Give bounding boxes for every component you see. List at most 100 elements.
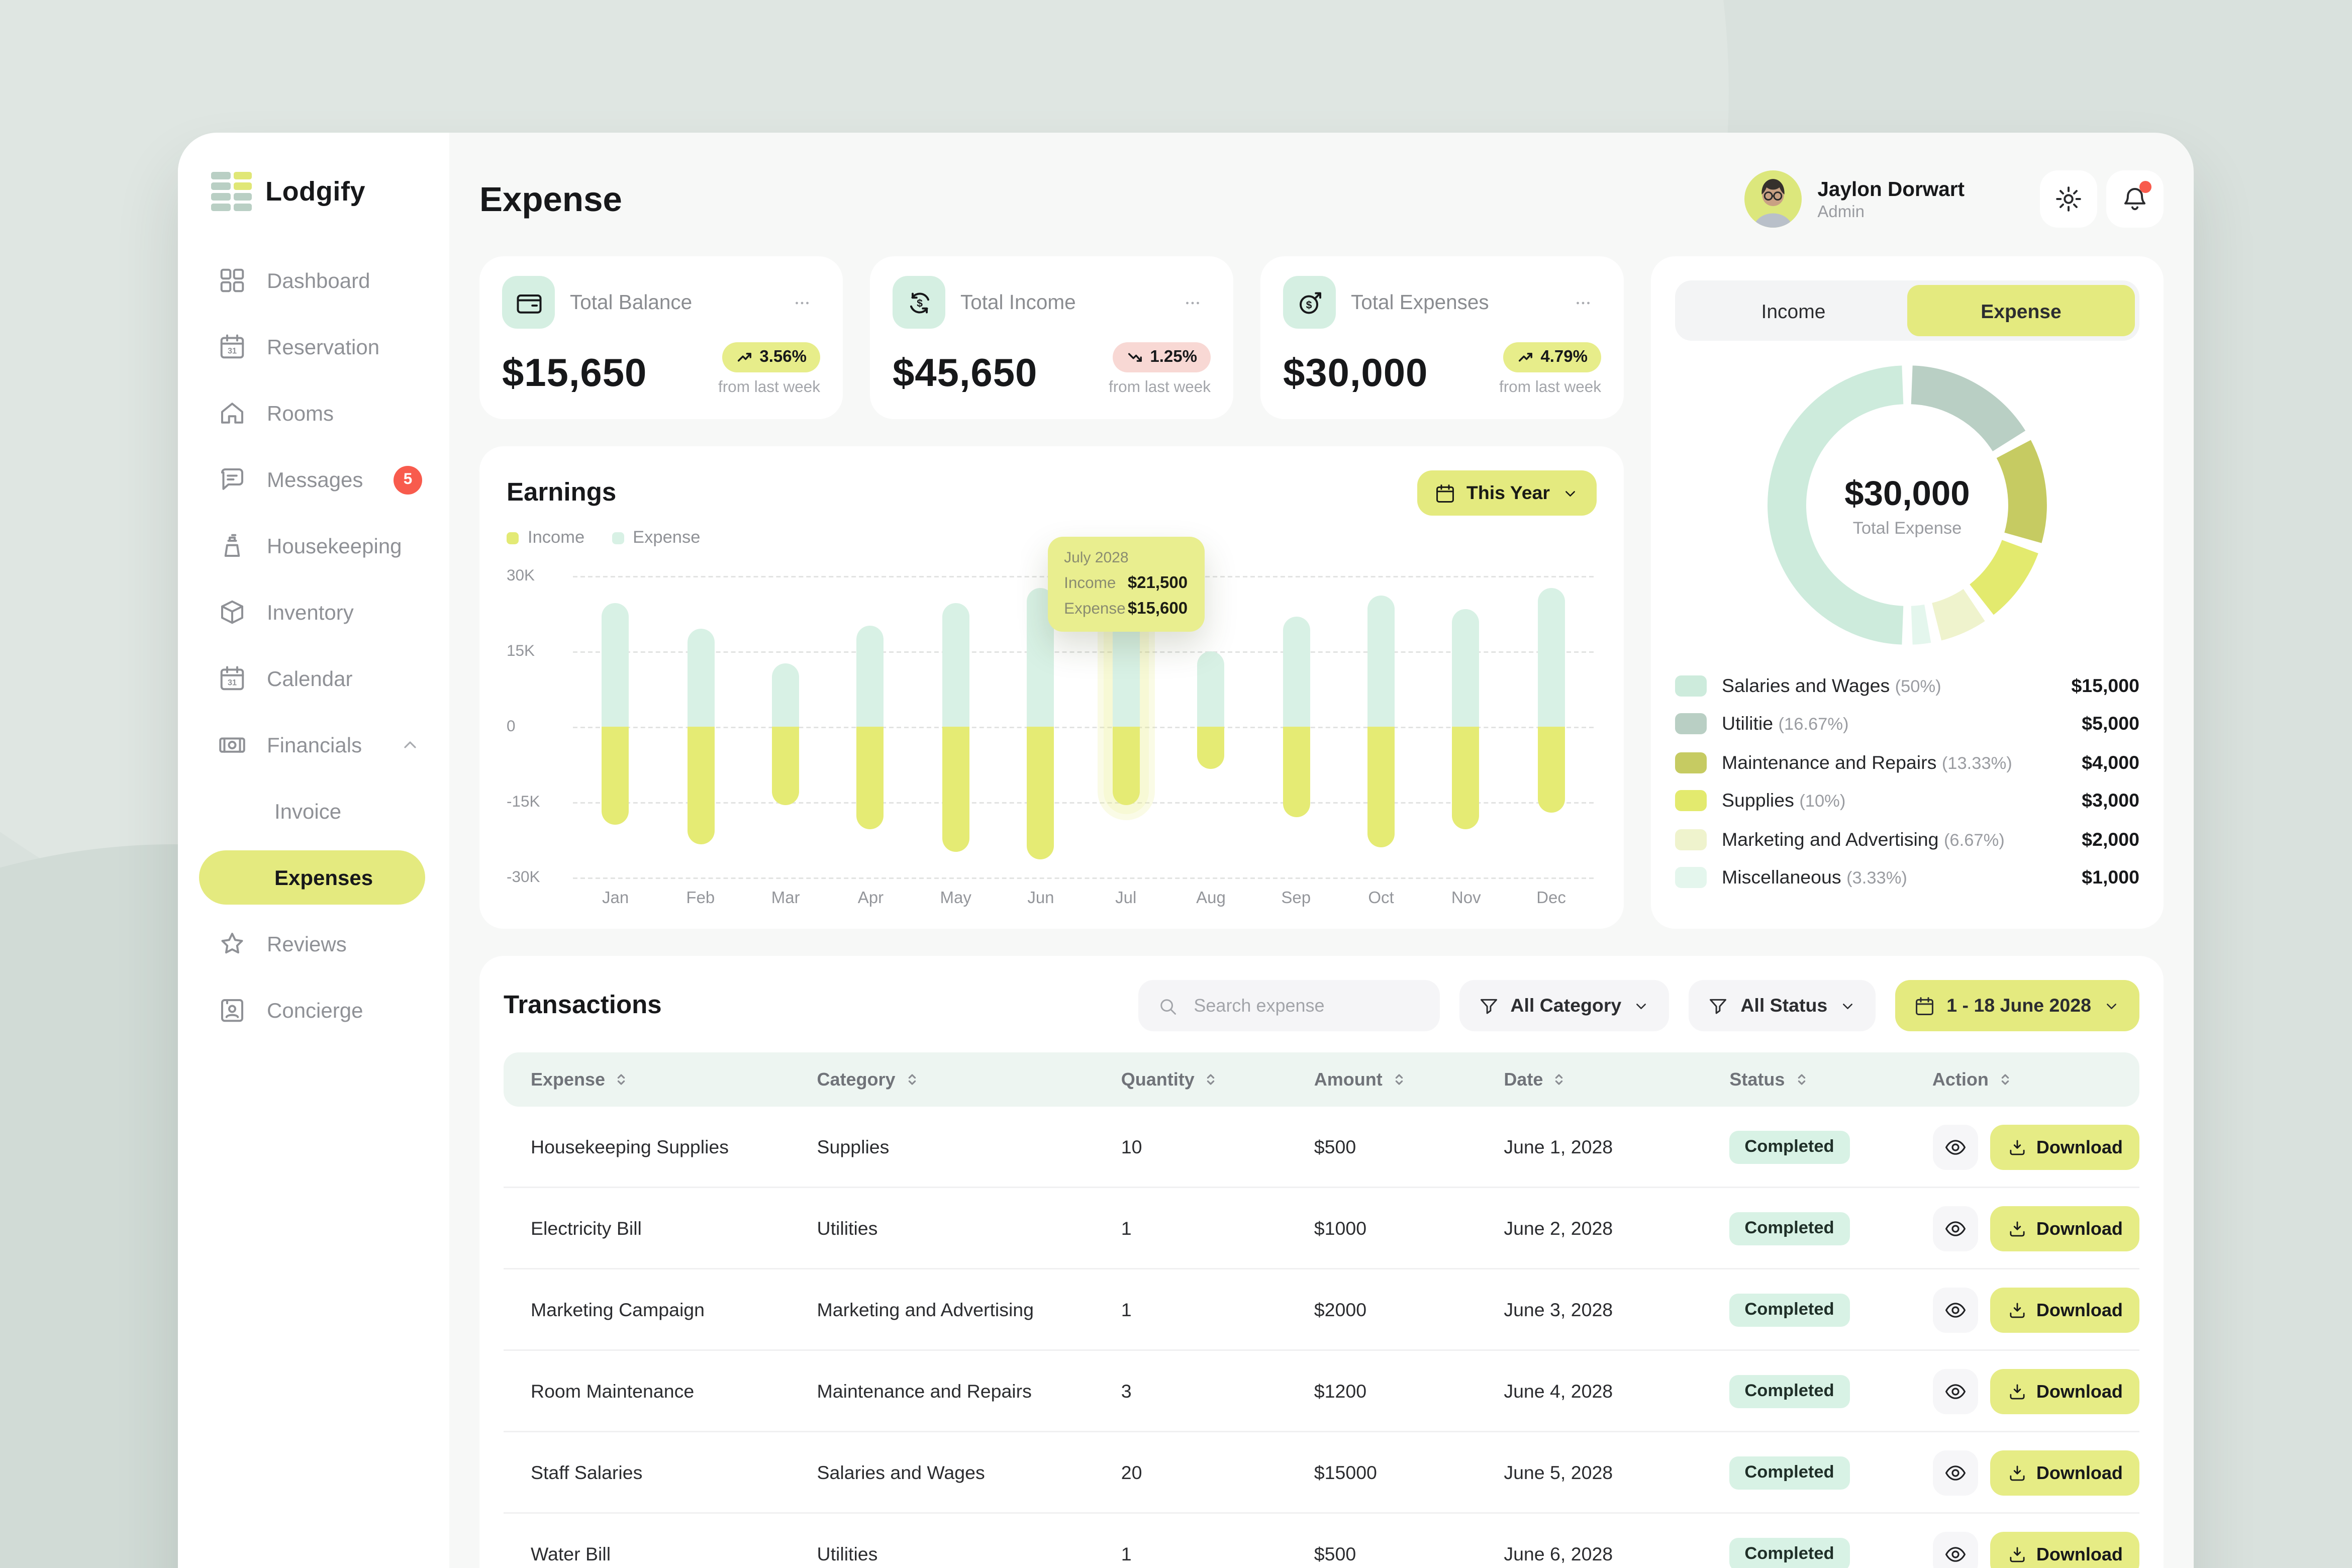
- donut-total-label: Total Expense: [1852, 519, 1962, 538]
- donut-slice-maintenance-and-repairs: [1996, 440, 2047, 543]
- table-row: Water Bill Utilities 1 $500 June 6, 2028…: [504, 1513, 2139, 1568]
- search-icon: [1156, 995, 1179, 1017]
- download-button[interactable]: Download: [1989, 1531, 2139, 1568]
- sidebar-item-reviews[interactable]: Reviews: [178, 911, 449, 977]
- download-button[interactable]: Download: [1989, 1287, 2139, 1332]
- sidebar-item-invoice[interactable]: Invoice: [178, 778, 449, 844]
- table-row: Marketing Campaign Marketing and Adverti…: [504, 1268, 2139, 1351]
- gear-icon: [2053, 184, 2084, 214]
- download-button[interactable]: Download: [1989, 1368, 2139, 1414]
- concierge-icon: [217, 995, 247, 1025]
- sidebar-item-label: Rooms: [267, 401, 334, 425]
- sidebar-item-calendar[interactable]: 31 Calendar: [178, 645, 449, 712]
- sidebar-item-housekeeping[interactable]: Housekeeping: [178, 513, 449, 579]
- x-axis-label: May: [940, 890, 971, 908]
- sidebar-item-concierge[interactable]: Concierge: [178, 977, 449, 1043]
- tab-expense[interactable]: Expense: [1907, 285, 2135, 336]
- bar-group-aug: [1168, 576, 1253, 877]
- donut-slice-salaries-and-wages: [1768, 365, 1904, 645]
- stat-card-label: Total Expenses: [1351, 291, 1489, 314]
- view-button[interactable]: [1932, 1124, 1978, 1169]
- x-axis-label: Sep: [1281, 890, 1311, 908]
- trend-up-icon: [1516, 348, 1534, 366]
- cell-status: Completed: [1702, 1187, 1905, 1269]
- settings-button[interactable]: [2040, 170, 2097, 228]
- status-badge: Completed: [1729, 1130, 1849, 1163]
- cell-action: Download: [1905, 1107, 2139, 1188]
- sort-icon: [1390, 1070, 1408, 1089]
- tab-income[interactable]: Income: [1680, 285, 1907, 336]
- trend-up-icon: [735, 348, 753, 366]
- download-button[interactable]: Download: [1989, 1205, 2139, 1251]
- sidebar-item-reservation[interactable]: 31 Reservation: [178, 314, 449, 380]
- x-axis-label: Feb: [686, 890, 715, 908]
- column-header-expense[interactable]: Expense: [504, 1052, 790, 1107]
- column-header-category[interactable]: Category: [790, 1052, 1094, 1107]
- sort-icon: [613, 1070, 631, 1089]
- sidebar-item-inventory[interactable]: Inventory: [178, 579, 449, 645]
- period-select[interactable]: This Year: [1416, 470, 1597, 516]
- donut-legend-item-salaries-and-wages: Salaries and Wages (50%) $15,000: [1675, 666, 2139, 705]
- cell-status: Completed: [1702, 1431, 1905, 1514]
- filter-icon: [1477, 995, 1500, 1017]
- view-button[interactable]: [1932, 1449, 1978, 1495]
- column-header-action[interactable]: Action: [1905, 1052, 2139, 1107]
- cell-quantity: 1: [1094, 1268, 1287, 1351]
- svg-text:$: $: [1305, 298, 1311, 310]
- dashboard-icon: [217, 265, 247, 296]
- sidebar-item-expenses[interactable]: Expenses: [199, 850, 425, 905]
- column-header-amount[interactable]: Amount: [1287, 1052, 1477, 1107]
- bar-group-oct: [1338, 576, 1423, 877]
- sidebar-item-rooms[interactable]: Rooms: [178, 380, 449, 446]
- stat-card-note: from last week: [1499, 378, 1601, 397]
- app-title: Lodgify: [265, 175, 366, 206]
- calendar-icon: [1433, 482, 1456, 505]
- trend-down-icon: [1126, 348, 1144, 366]
- stat-card-label: Total Income: [960, 291, 1076, 314]
- cell-status: Completed: [1702, 1107, 1905, 1188]
- view-button[interactable]: [1932, 1368, 1978, 1414]
- view-button[interactable]: [1932, 1205, 1978, 1251]
- stat-card-value: $15,650: [502, 350, 647, 395]
- chevron-down-icon: [2102, 996, 2121, 1016]
- sidebar-item-financials[interactable]: Financials: [178, 712, 449, 778]
- stat-card-note: from last week: [718, 378, 820, 397]
- user-menu[interactable]: Jaylon Dorwart Admin: [1745, 170, 1965, 228]
- view-button[interactable]: [1932, 1531, 1978, 1568]
- more-options-button[interactable]: [784, 287, 820, 318]
- housekeeping-icon: [217, 531, 247, 561]
- cell-expense: Marketing Campaign: [504, 1268, 790, 1351]
- income-icon: $: [893, 276, 945, 329]
- column-header-status[interactable]: Status: [1702, 1052, 1905, 1107]
- download-icon: [2006, 1462, 2027, 1483]
- more-options-button[interactable]: [1565, 287, 1601, 318]
- sidebar-item-messages[interactable]: Messages 5: [178, 446, 449, 513]
- download-button[interactable]: Download: [1989, 1124, 2139, 1169]
- page-header: Expense Jaylon Dorwart Admin: [479, 166, 2164, 232]
- sidebar-item-dashboard[interactable]: Dashboard: [178, 247, 449, 314]
- more-options-button[interactable]: [1174, 287, 1211, 318]
- donut-slice-supplies: [1969, 539, 2038, 615]
- x-axis-label: Apr: [857, 890, 884, 908]
- chevron-down-icon: [1838, 996, 1857, 1016]
- sidebar-item-label: Reviews: [267, 932, 347, 956]
- column-header-date[interactable]: Date: [1477, 1052, 1703, 1107]
- sidebar-item-label: Invoice: [274, 799, 342, 823]
- category-filter[interactable]: All Category: [1459, 980, 1670, 1031]
- lodgify-logo-icon: [211, 172, 252, 211]
- date-range-filter[interactable]: 1 - 18 June 2028: [1895, 980, 2139, 1031]
- reservation-icon: 31: [217, 332, 247, 362]
- download-button[interactable]: Download: [1989, 1449, 2139, 1495]
- search-input[interactable]: [1191, 994, 1422, 1018]
- notifications-button[interactable]: [2106, 170, 2164, 228]
- column-header-quantity[interactable]: Quantity: [1094, 1052, 1287, 1107]
- eye-icon: [1943, 1379, 1967, 1403]
- chart-bars: [573, 576, 1594, 877]
- legend-item-income: Income: [507, 528, 584, 549]
- status-filter[interactable]: All Status: [1689, 980, 1876, 1031]
- cell-date: June 3, 2028: [1477, 1268, 1703, 1351]
- donut-slice-utilitie: [1910, 365, 2026, 452]
- wallet-icon: [502, 276, 555, 329]
- view-button[interactable]: [1932, 1287, 1978, 1332]
- stat-cards: Total Balance $15,650 3.56% from last we…: [479, 256, 1624, 419]
